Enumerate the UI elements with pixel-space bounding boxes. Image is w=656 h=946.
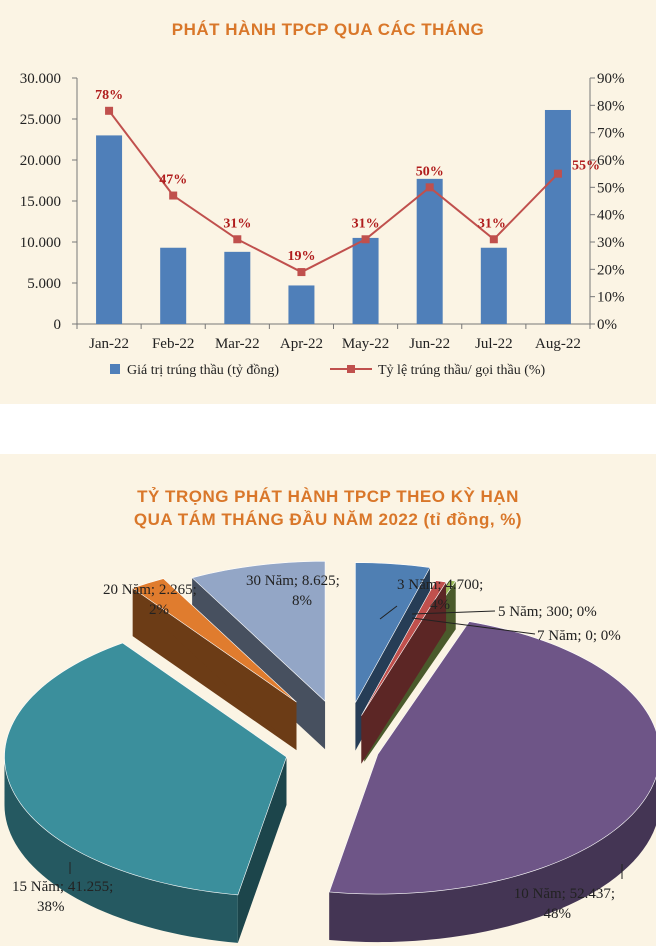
pie-slice-15-năm [4, 642, 287, 943]
data-label: 47% [159, 173, 187, 188]
y-right-tick-label: 10% [597, 290, 625, 306]
slice-label-line-2: 38% [37, 899, 65, 915]
y-left-tick-label: 0 [54, 317, 62, 333]
bar [480, 247, 507, 324]
pie-slices [4, 560, 656, 943]
legend-marker-line [347, 365, 355, 373]
slice-top [328, 621, 656, 895]
line-marker [169, 191, 178, 200]
pie-title-line-2: QUA TÁM THÁNG ĐẦU NĂM 2022 (tỉ đồng, %) [133, 510, 523, 529]
data-label: 50% [416, 164, 444, 179]
slice-label-line-1: 10 Năm; 52.437; [514, 886, 615, 902]
y-right-tick-label: 90% [597, 71, 625, 87]
bar [96, 135, 123, 324]
y-right-tick-label: 80% [597, 98, 625, 114]
slice-label-line-1: 15 Năm; 41.255; [12, 879, 113, 895]
line-marker [425, 183, 434, 192]
x-tick-label: Feb-22 [152, 336, 195, 352]
pie-slice-5-năm [361, 580, 447, 764]
data-label: 31% [352, 216, 380, 231]
x-tick-label: Jul-22 [475, 336, 513, 352]
slice-label-line-1: 30 Năm; 8.625; [246, 573, 340, 589]
legend-label-line: Tỷ lệ trúng thầu/ gọi thầu (%) [378, 363, 546, 378]
x-tick-label: Mar-22 [215, 336, 260, 352]
slice-top [131, 578, 297, 703]
slice-wall [361, 582, 447, 764]
y-left-tick-label: 5.000 [27, 276, 61, 292]
pie-slice-20-năm [131, 578, 297, 751]
leader-line [411, 610, 496, 615]
y-right-tick-label: 40% [597, 208, 625, 224]
combo-chart: 0 5.000 10.000 15.000 20.000 25.000 30.000 0% 10… [20, 71, 625, 378]
slice-label-line-1: 7 Năm; 0; 0% [537, 628, 621, 644]
chart-title: PHÁT HÀNH TPCP QUA CÁC THÁNG [171, 20, 485, 39]
line-marker [297, 268, 306, 277]
bar [160, 247, 187, 324]
bar [224, 251, 251, 324]
x-tick-label: Aug-22 [535, 336, 581, 352]
slice-label-line-1: 5 Năm; 300; 0% [498, 604, 597, 620]
series-line [108, 110, 559, 274]
slice-label-line-1: 3 Năm; 4.700; [397, 577, 483, 593]
y-left-tick-label: 30.000 [20, 71, 61, 87]
slice-top [4, 642, 287, 896]
slice-label: 20 Năm; 2.265; 2% [103, 582, 197, 618]
x-tick-label: Apr-22 [280, 336, 323, 352]
bar [416, 178, 443, 324]
y-right-tick-label: 30% [597, 235, 625, 251]
slice-label-line-1: 20 Năm; 2.265; [103, 582, 197, 598]
slice-label: 30 Năm; 8.625; 8% [246, 573, 340, 609]
x-tick-label: May-22 [342, 336, 390, 352]
y-right-tick-label: 50% [597, 180, 625, 196]
bar [352, 237, 379, 324]
line-marker [233, 235, 242, 244]
x-tick-label: Jun-22 [409, 336, 450, 352]
slice-label: 7 Năm; 0; 0% [537, 628, 621, 644]
slice-wall [237, 756, 287, 943]
slice-label: 5 Năm; 300; 0% [498, 604, 597, 620]
y-right-tick-label: 20% [597, 262, 625, 278]
slice-label-line-2: 48% [544, 906, 572, 922]
slice-label: 3 Năm; 4.700; 4% [397, 577, 483, 613]
slice-label: 10 Năm; 52.437; 48% [514, 886, 615, 922]
pie-slice-10-năm [328, 621, 656, 943]
y-left-tick-label: 20.000 [20, 153, 61, 169]
slice-top [361, 580, 447, 716]
leader-line [411, 617, 536, 635]
line-marker [489, 235, 498, 244]
slice-label: 15 Năm; 41.255; 38% [12, 879, 113, 915]
line-marker [361, 235, 370, 244]
leader-line [379, 605, 398, 620]
pie-chart: 3 Năm; 4.700; 4% 5 Năm; 300; 0% 7 Năm; 0; 0… [4, 560, 656, 943]
data-label: 19% [287, 249, 315, 264]
slice-label-line-2: 2% [149, 602, 169, 618]
slice-label-line-2: 4% [430, 597, 450, 613]
data-label: 78% [95, 88, 123, 103]
slice-top [355, 562, 431, 703]
bar [288, 285, 315, 324]
legend-label-bar: Giá trị trúng thầu (tỷ đồng) [127, 363, 279, 378]
y-left-tick-label: 25.000 [20, 112, 61, 128]
data-label: 31% [223, 216, 251, 231]
line-marker [553, 169, 562, 178]
pie-labels: 3 Năm; 4.700; 4% 5 Năm; 300; 0% 7 Năm; 0; 0… [12, 573, 623, 922]
slice-top [191, 560, 326, 702]
data-label: 31% [478, 216, 506, 231]
bar [544, 109, 571, 324]
y-right-tick-label: 0% [597, 317, 617, 333]
y-left-tick-label: 10.000 [20, 235, 61, 251]
y-right-tick-label: 60% [597, 153, 625, 169]
slice-side [4, 756, 238, 943]
y-left-tick-label: 15.000 [20, 194, 61, 210]
y-right-tick-label: 70% [597, 126, 625, 142]
slice-side [329, 777, 656, 943]
legend-swatch-bar [110, 364, 120, 374]
chart-panel-monthly-issuance: PHÁT HÀNH TPCP QUA CÁC THÁNG 0 5.000 10.00… [0, 0, 656, 404]
pie-title-line-1: TỶ TRỌNG PHÁT HÀNH TPCP THEO KỲ HẠN [137, 487, 519, 506]
data-label: 55% [572, 159, 600, 174]
line-marker [105, 106, 114, 115]
slice-label-line-2: 8% [292, 593, 312, 609]
x-tick-label: Jan-22 [89, 336, 129, 352]
chart-panel-term-share: TỶ TRỌNG PHÁT HÀNH TPCP THEO KỲ HẠN QUA … [0, 454, 656, 946]
